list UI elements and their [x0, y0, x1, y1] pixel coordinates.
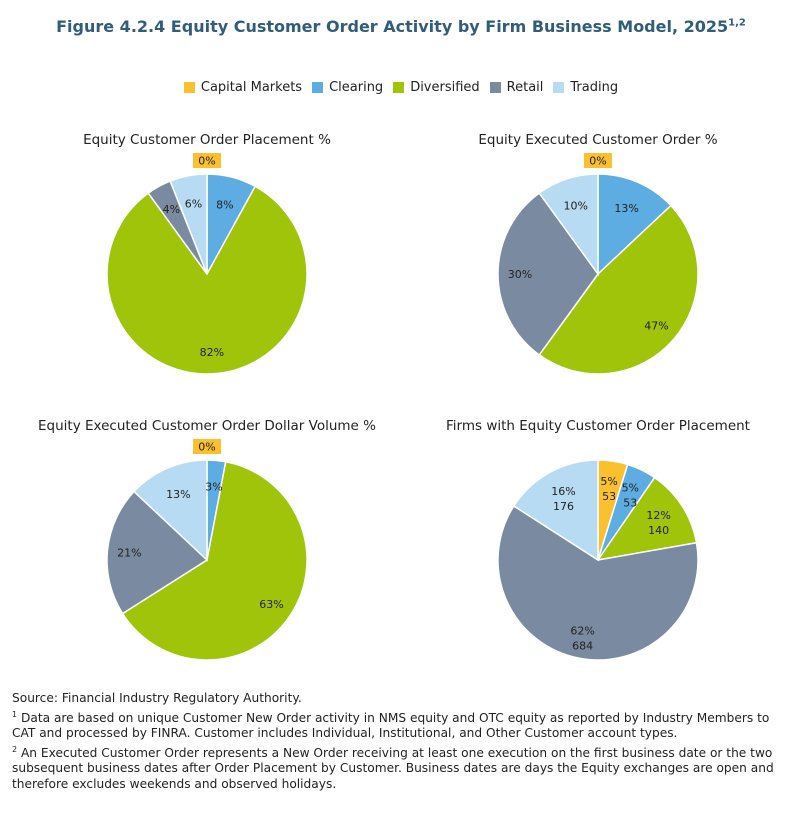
slice-label-retail: 62% [570, 624, 594, 637]
legend-swatch [553, 82, 565, 93]
legend-item-clearing: Clearing [312, 80, 383, 95]
pie-slice-retail [497, 192, 599, 356]
legend-label: Capital Markets [200, 80, 303, 95]
legend-label: Clearing [329, 80, 384, 95]
slice-label-capital-markets: 0% [198, 155, 215, 168]
legend-label: Trading [570, 80, 619, 95]
pie-slice-retail [106, 490, 209, 615]
slice-count-clearing: 53 [623, 496, 637, 509]
figure-title: Figure 4.2.4 Equity Customer Order Activ… [0, 17, 802, 36]
slice-label-retail: 4% [163, 203, 180, 216]
legend-swatch [393, 82, 405, 93]
footnote-1-marker: 1 [12, 709, 18, 719]
legend-swatch [183, 82, 195, 93]
pie-charts: Equity Customer Order Placement % 0% 8% 82%… [38, 132, 750, 661]
slice-label-capital-markets: 5% [600, 475, 617, 488]
zero-value-callout [584, 153, 612, 168]
pie-chart-4: Firms with Equity Customer Order Placeme… [446, 418, 750, 661]
slice-count-diversified: 140 [648, 524, 669, 537]
legend-item-retail: Retail [489, 80, 544, 95]
slice-label-diversified: 63% [259, 598, 283, 611]
pie-slice-trading [133, 459, 208, 562]
pie-slice-diversified [538, 204, 699, 375]
pie-slice-clearing [597, 173, 672, 276]
slice-count-capital-markets: 53 [602, 490, 616, 503]
figure-title-text: Figure 4.2.4 Equity Customer Order Activ… [56, 17, 729, 36]
pie-slice-diversified [121, 460, 308, 661]
pie-slice-trading [512, 459, 599, 562]
footnotes: Source: Financial Industry Regulatory Au… [12, 691, 792, 796]
footnote-1: 1 Data are based on unique Customer New … [12, 709, 792, 742]
slice-label-diversified: 47% [644, 320, 668, 333]
slice-label-retail: 21% [117, 547, 141, 560]
slice-label-trading: 13% [166, 488, 190, 501]
slice-label-retail: 30% [508, 268, 532, 281]
chart-title: Equity Executed Customer Order Dollar Vo… [38, 418, 376, 434]
legend-swatch [489, 82, 501, 93]
figure-title-footnote-marker: 1,2 [728, 17, 746, 29]
slice-label-capital-markets: 0% [589, 155, 606, 168]
slice-label-capital-markets: 0% [198, 441, 215, 454]
footnote-2-marker: 2 [12, 744, 18, 754]
chart-legend: Capital Markets Clearing Diversified Retail… [0, 80, 802, 95]
footnote-2-text: An Executed Customer Order represents a … [12, 745, 774, 791]
slice-label-clearing: 5% [622, 481, 639, 494]
zero-value-callout [193, 439, 221, 454]
pie-slice-diversified [106, 185, 308, 375]
chart-title: Equity Executed Customer Order % [478, 132, 717, 148]
footnote-1-text: Data are based on unique Customer New Or… [12, 710, 770, 741]
slice-label-clearing: 3% [205, 480, 222, 493]
slice-label-clearing: 13% [614, 202, 638, 215]
legend-label: Retail [506, 80, 544, 95]
slice-count-trading: 176 [553, 500, 574, 513]
legend-swatch [312, 82, 324, 93]
slice-label-diversified: 82% [200, 346, 224, 359]
pie-chart-1: Equity Customer Order Placement % 0% 8% 82%… [83, 132, 331, 375]
slice-label-trading: 6% [185, 197, 202, 210]
pie-chart-2: Equity Executed Customer Order % 0% 13% 47%… [478, 132, 718, 375]
pie-slice-diversified [596, 476, 698, 562]
footnote-2: 2 An Executed Customer Order represents … [12, 744, 792, 793]
slice-count-retail: 684 [572, 639, 593, 652]
legend-item-trading: Trading [553, 80, 618, 95]
pie-slice-trading [538, 173, 599, 277]
chart-title: Equity Customer Order Placement % [83, 132, 331, 148]
zero-value-callout [193, 153, 221, 168]
source-note: Source: Financial Industry Regulatory Au… [12, 691, 302, 705]
chart-title: Firms with Equity Customer Order Placeme… [446, 418, 750, 434]
pie-slice-trading [169, 173, 208, 275]
slice-label-trading: 16% [551, 485, 575, 498]
legend-item-diversified: Diversified [393, 80, 480, 95]
slice-label-diversified: 12% [646, 509, 670, 522]
legend-label: Diversified [410, 80, 480, 95]
slice-label-trading: 10% [564, 200, 588, 213]
legend-item-capital-markets: Capital Markets [183, 80, 303, 95]
slice-label-clearing: 8% [216, 198, 233, 211]
pie-chart-3: Equity Executed Customer Order Dollar Vo… [38, 418, 376, 661]
pie-slice-retail [497, 504, 699, 661]
